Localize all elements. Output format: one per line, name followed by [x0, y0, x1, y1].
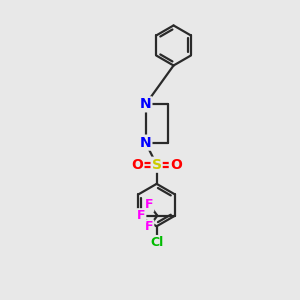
Text: O: O	[131, 158, 143, 172]
Text: N: N	[140, 136, 152, 150]
Text: F: F	[137, 209, 146, 222]
Text: F: F	[145, 198, 153, 211]
Text: F: F	[145, 220, 153, 233]
Text: Cl: Cl	[150, 236, 163, 249]
Text: S: S	[152, 158, 162, 172]
Text: N: N	[140, 98, 152, 111]
Text: O: O	[170, 158, 182, 172]
